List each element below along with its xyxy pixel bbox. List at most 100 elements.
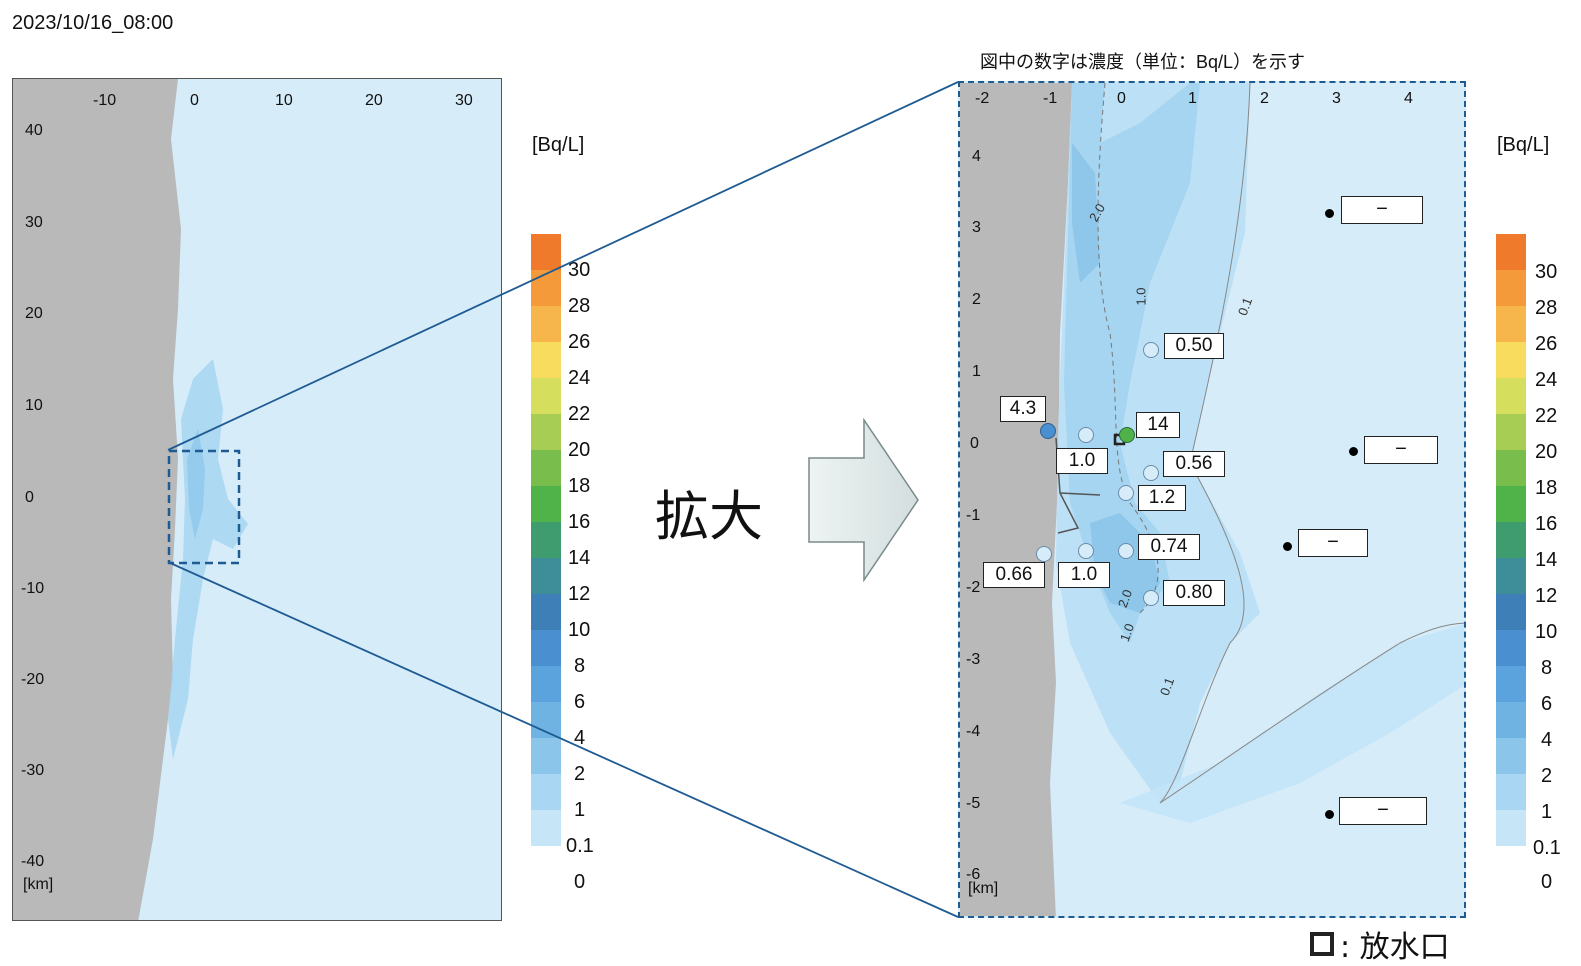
measurement-label: 14 <box>1136 412 1180 438</box>
sampling-point-marker <box>1118 543 1134 559</box>
legend-tick: 28 <box>568 295 591 317</box>
measurement-label: 0.80 <box>1163 580 1225 606</box>
legend-swatch <box>531 234 561 270</box>
y-tick: -1 <box>966 507 981 524</box>
measurement-label: 0.74 <box>1138 534 1200 560</box>
y-tick: 0 <box>970 435 979 452</box>
legend-tick: 28 <box>1535 297 1558 319</box>
sampling-point-marker <box>1118 485 1134 501</box>
legend-tick: 14 <box>1535 549 1558 571</box>
legend-swatch <box>531 666 561 702</box>
legend-tick: 0.1 <box>566 835 594 857</box>
x-tick: 30 <box>455 92 473 109</box>
y-tick: -10 <box>21 580 45 597</box>
legend-tick: 0 <box>1541 871 1553 893</box>
sampling-point-marker <box>1143 342 1159 358</box>
legend-swatch <box>1496 306 1526 342</box>
x-tick: 2 <box>1260 90 1269 107</box>
legend-tick: 18 <box>568 475 591 497</box>
measurement-label: 0.66 <box>983 562 1045 588</box>
km-label: [km] <box>23 876 54 893</box>
legend-unit: [Bq/L] <box>1497 134 1550 156</box>
legend-tick: 26 <box>568 331 591 353</box>
y-tick: 4 <box>972 148 981 165</box>
right-arrow-icon <box>808 418 919 582</box>
legend-tick: 30 <box>568 259 591 281</box>
measurement-label: 1.0 <box>1058 562 1110 588</box>
x-tick: 3 <box>1332 90 1341 107</box>
sampling-point-marker <box>1078 427 1094 443</box>
legend-swatch <box>531 306 561 342</box>
outlet-legend-label: : 放水口 <box>1340 930 1450 965</box>
legend-unit: [Bq/L] <box>532 134 585 156</box>
km-label: [km] <box>968 880 999 897</box>
overview-map: -10 0 10 20 30 40 30 20 10 0 -10 -20 -30… <box>12 78 502 921</box>
legend-tick: 0 <box>574 871 586 893</box>
no-data-label: − <box>1298 529 1368 557</box>
outlet-square-icon <box>1310 932 1334 956</box>
map-note: 図中の数字は濃度（単位：Bq/L）を示す <box>980 52 1306 72</box>
legend-tick: 2 <box>1541 765 1553 787</box>
land-area <box>13 79 181 920</box>
legend-swatch <box>1496 378 1526 414</box>
sampling-point-marker <box>1040 423 1056 439</box>
legend-tick: 22 <box>568 403 591 425</box>
legend-swatch <box>1496 450 1526 486</box>
legend-swatch <box>531 378 561 414</box>
x-tick: 0 <box>190 92 199 109</box>
y-tick: -30 <box>21 762 45 779</box>
legend-tick: 20 <box>1535 441 1558 463</box>
legend-tick: 12 <box>568 583 591 605</box>
y-tick: 3 <box>972 219 981 236</box>
legend-tick: 1 <box>1541 801 1553 823</box>
legend-tick: 16 <box>1535 513 1558 535</box>
legend-swatch <box>1496 666 1526 702</box>
legend-swatch <box>1496 774 1526 810</box>
measurement-label: 0.56 <box>1163 451 1225 477</box>
y-tick: -20 <box>21 671 45 688</box>
contour-line <box>1159 622 1464 804</box>
y-tick: -2 <box>966 579 981 596</box>
no-data-label: − <box>1339 797 1427 825</box>
legend-tick: 18 <box>1535 477 1558 499</box>
y-tick: 0 <box>25 489 34 506</box>
legend-tick: 6 <box>574 691 586 713</box>
sampling-point-marker <box>1119 427 1135 443</box>
land-area <box>960 83 1072 916</box>
no-data-label: − <box>1341 196 1423 224</box>
y-tick: 40 <box>25 122 43 139</box>
legend-tick: 26 <box>1535 333 1558 355</box>
legend-swatch <box>531 414 561 450</box>
legend-swatch <box>1496 594 1526 630</box>
legend-tick: 4 <box>574 727 586 749</box>
x-tick: 1 <box>1188 90 1197 107</box>
sampling-point-marker <box>1143 590 1159 606</box>
legend-tick: 10 <box>568 619 591 641</box>
sampling-point-marker <box>1143 465 1159 481</box>
legend-swatch <box>1496 486 1526 522</box>
outlet-legend: : 放水口 <box>1310 922 1450 966</box>
x-tick: 10 <box>275 92 293 109</box>
plume-lower-tail <box>1120 624 1464 823</box>
legend-tick: 8 <box>574 655 586 677</box>
x-tick: -2 <box>975 90 990 107</box>
y-tick: -5 <box>966 795 981 812</box>
legend-swatch <box>1496 810 1526 846</box>
legend-swatch <box>1496 234 1526 270</box>
no-data-point-marker <box>1325 810 1334 819</box>
plume-core <box>1064 83 1200 643</box>
x-tick: 20 <box>365 92 383 109</box>
y-tick: 1 <box>972 363 981 380</box>
y-tick: -3 <box>966 651 981 668</box>
legend-swatch <box>1496 414 1526 450</box>
legend-tick: 30 <box>1535 261 1558 283</box>
no-data-point-marker <box>1349 447 1358 456</box>
legend-swatch <box>531 522 561 558</box>
legend-tick: 12 <box>1535 585 1558 607</box>
legend-swatch <box>1496 522 1526 558</box>
no-data-label: − <box>1364 436 1438 464</box>
legend-swatch <box>531 486 561 522</box>
legend-tick: 2 <box>574 763 586 785</box>
legend-tick: 6 <box>1541 693 1553 715</box>
